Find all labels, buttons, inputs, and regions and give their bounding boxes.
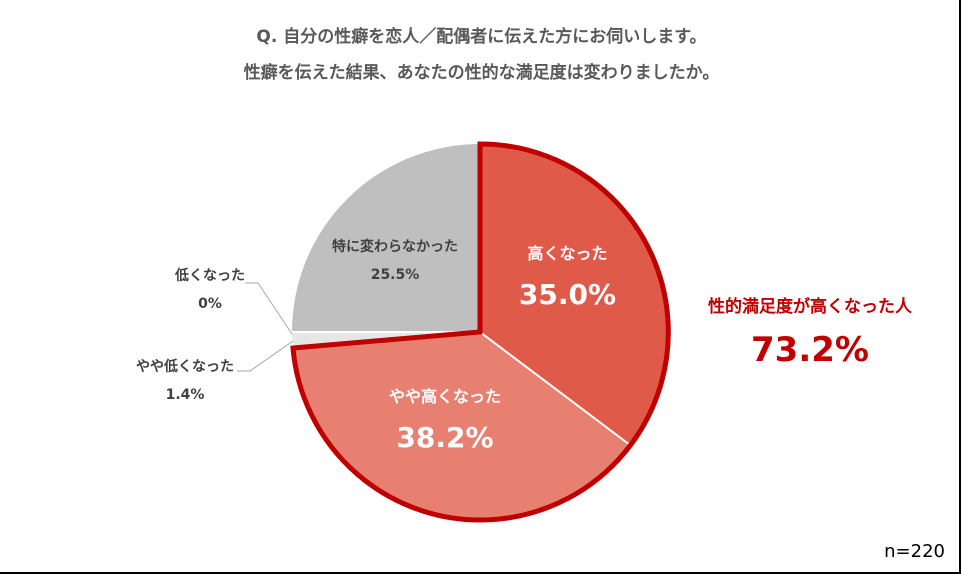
highlight-label: 性的満足度が高くなった人 bbox=[708, 297, 912, 317]
label-somewhat-high: やや高くなった 38.2% bbox=[388, 387, 501, 454]
leader-line-low bbox=[245, 282, 293, 335]
chart-title-line2: 性癖を伝えた結果、あなたの性的な満足度は変わりましたか。 bbox=[243, 63, 720, 83]
label-low: 低くなった 0% bbox=[175, 268, 245, 312]
leader-line-somewhat-low bbox=[237, 340, 294, 372]
label-somewhat-low: やや低くなった 1.4% bbox=[136, 359, 234, 403]
highlight-value: 73.2% bbox=[751, 330, 869, 370]
label-high: 高くなった 35.0% bbox=[518, 244, 617, 311]
chart-title-line1: Q. 自分の性癖を恋人／配偶者に伝えた方にお伺いします。 bbox=[256, 27, 707, 47]
slice-high bbox=[480, 144, 668, 445]
slice-unchanged bbox=[292, 144, 480, 332]
highlight-outline bbox=[290, 141, 671, 523]
label-unchanged: 特に変わらなかった 25.5% bbox=[332, 239, 458, 283]
slice-somewhat-high bbox=[293, 332, 630, 520]
sample-size: n=220 bbox=[884, 541, 945, 562]
